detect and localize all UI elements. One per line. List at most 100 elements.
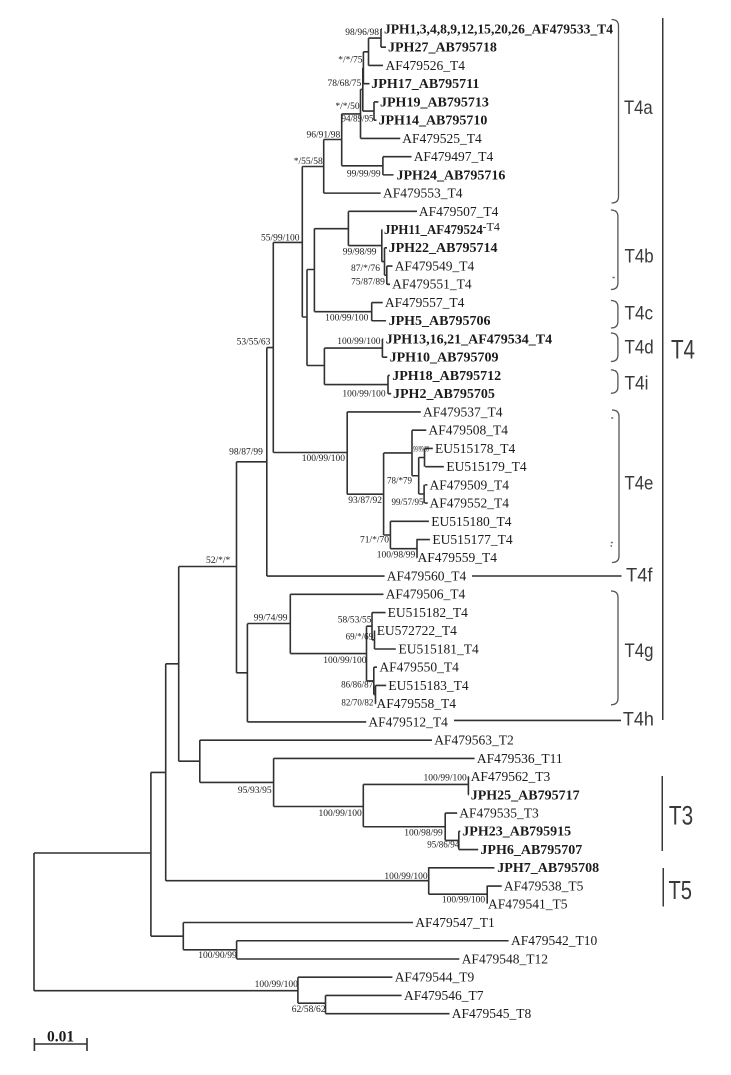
svg-text:100/99/100: 100/99/100 <box>442 895 486 905</box>
svg-text:AF479507_T4: AF479507_T4 <box>419 204 499 219</box>
svg-text:AF479546_T7: AF479546_T7 <box>404 988 484 1003</box>
svg-text:T4h: T4h <box>623 708 654 730</box>
svg-text:EU515181_T4: EU515181_T4 <box>399 641 479 656</box>
svg-text:JPH5_AB795706: JPH5_AB795706 <box>389 314 491 329</box>
svg-text:AF479525_T4: AF479525_T4 <box>402 131 482 146</box>
svg-text:AF479506_T4: AF479506_T4 <box>386 587 466 602</box>
svg-text:T4e: T4e <box>625 473 654 495</box>
svg-text:AF479541_T5: AF479541_T5 <box>488 897 568 912</box>
svg-text:96/91/98: 96/91/98 <box>307 131 341 141</box>
svg-text:AF479544_T9: AF479544_T9 <box>395 970 475 985</box>
svg-text:100/99/100: 100/99/100 <box>325 314 369 324</box>
svg-text:T3: T3 <box>669 800 693 830</box>
svg-text:T4g: T4g <box>625 640 654 662</box>
svg-text:100/99/100: 100/99/100 <box>424 774 468 784</box>
svg-text:100/90/99: 100/90/99 <box>198 951 237 961</box>
svg-text:AF479542_T10: AF479542_T10 <box>511 933 598 948</box>
svg-text:100/98/99: 100/98/99 <box>404 829 443 839</box>
svg-text:JPH17_AB795711: JPH17_AB795711 <box>371 77 479 92</box>
svg-text:AF479552_T4: AF479552_T4 <box>430 496 510 511</box>
svg-text:T4: T4 <box>671 334 695 364</box>
svg-text:100/99/100: 100/99/100 <box>342 390 386 400</box>
svg-text:78/*79: 78/*79 <box>387 476 413 486</box>
svg-text:JPH27_AB795718: JPH27_AB795718 <box>388 41 497 56</box>
svg-text:87/*/76: 87/*/76 <box>351 264 380 274</box>
svg-text:AF479562_T3: AF479562_T3 <box>471 769 551 784</box>
svg-text:JPH14_AB795710: JPH14_AB795710 <box>379 114 488 129</box>
svg-text:AF479550_T4: AF479550_T4 <box>379 660 459 675</box>
svg-text:69/*/69: 69/*/69 <box>346 632 374 642</box>
svg-text:AF479559_T4: AF479559_T4 <box>418 550 498 565</box>
svg-text:58/53/55: 58/53/55 <box>338 616 372 626</box>
svg-text:AF479553_T4: AF479553_T4 <box>383 186 463 201</box>
svg-text:AF479512_T4: AF479512_T4 <box>368 714 448 729</box>
svg-text:99/99/99: 99/99/99 <box>347 170 381 180</box>
svg-text:53/55/63: 53/55/63 <box>237 337 271 347</box>
svg-text:*/*/50: */*/50 <box>335 102 360 112</box>
svg-text:AF479535_T3: AF479535_T3 <box>459 806 539 821</box>
svg-text:75/87/89: 75/87/89 <box>351 278 385 288</box>
svg-text:95/93/95: 95/93/95 <box>238 786 272 796</box>
svg-text:EU515178_T4: EU515178_T4 <box>435 441 515 456</box>
svg-text:99/74/99: 99/74/99 <box>254 614 288 624</box>
svg-text:JPH25_AB795717: JPH25_AB795717 <box>471 788 580 803</box>
svg-text:AF479508_T4: AF479508_T4 <box>429 423 509 438</box>
svg-text:100/99/100: 100/99/100 <box>384 872 428 882</box>
svg-text:JPH2_AB795705: JPH2_AB795705 <box>393 387 495 402</box>
svg-text:100/99/100: 100/99/100 <box>302 454 346 464</box>
svg-text:100/99/100: 100/99/100 <box>323 656 367 666</box>
svg-text:JPH1,3,4,8,9,12,15,20,26_AF479: JPH1,3,4,8,9,12,15,20,26_AF479533_T4 <box>384 22 613 37</box>
svg-text:93/87/92: 93/87/92 <box>348 496 382 506</box>
svg-text:T4i: T4i <box>625 373 649 395</box>
svg-text:AF479548_T12: AF479548_T12 <box>462 951 548 966</box>
svg-text:62/58/62: 62/58/62 <box>292 1005 326 1015</box>
svg-text:EU515182_T4: EU515182_T4 <box>388 605 468 620</box>
svg-text:AF479557_T4: AF479557_T4 <box>385 295 465 310</box>
svg-text:52/*/*: 52/*/* <box>206 556 231 566</box>
svg-text:AF479549_T4: AF479549_T4 <box>395 258 475 273</box>
svg-text:55/99/100: 55/99/100 <box>261 234 300 244</box>
svg-text:AF479497_T4: AF479497_T4 <box>414 149 494 164</box>
svg-text:EU515183_T4: EU515183_T4 <box>388 678 468 693</box>
svg-text:AF479545_T8: AF479545_T8 <box>452 1006 532 1021</box>
svg-text:100/99/100: 100/99/100 <box>255 980 299 990</box>
svg-text:AF479536_T11: AF479536_T11 <box>477 751 563 766</box>
svg-text:0.01: 0.01 <box>47 1029 74 1046</box>
svg-text:100/98/99: 100/98/99 <box>377 550 416 560</box>
svg-text:EU572722_T4: EU572722_T4 <box>377 623 457 638</box>
svg-text:EU515177_T4: EU515177_T4 <box>432 532 512 547</box>
svg-text:99/99/99: 99/99/99 <box>413 444 429 453</box>
svg-text:T4b: T4b <box>625 246 654 268</box>
svg-text:EU515180_T4: EU515180_T4 <box>431 514 511 529</box>
svg-text:82/70/82: 82/70/82 <box>341 698 373 708</box>
svg-text:98/87/99: 98/87/99 <box>229 448 263 458</box>
svg-text:JPH24_AB795716: JPH24_AB795716 <box>397 168 506 183</box>
svg-text:99/57/95: 99/57/95 <box>391 497 424 507</box>
svg-text:AF479526_T4: AF479526_T4 <box>386 58 466 73</box>
svg-text:AF479563_T2: AF479563_T2 <box>434 733 514 748</box>
svg-text:AF479537_T4: AF479537_T4 <box>423 404 503 419</box>
svg-text:98/96/98: 98/96/98 <box>345 28 379 38</box>
svg-text:100/99/100: 100/99/100 <box>319 809 363 819</box>
svg-text:JPH10_AB795709: JPH10_AB795709 <box>390 351 499 366</box>
svg-text:JPH18_AB795712: JPH18_AB795712 <box>392 369 501 384</box>
svg-text:T4a: T4a <box>624 97 653 119</box>
svg-text:AF479538_T5: AF479538_T5 <box>504 878 584 893</box>
svg-text:*/55/58: */55/58 <box>294 157 323 167</box>
svg-text:-T4: -T4 <box>483 220 500 234</box>
svg-text:*/*/75: */*/75 <box>338 56 363 66</box>
svg-text:86/86/87: 86/86/87 <box>341 680 374 690</box>
svg-text:JPH11_AF479524: JPH11_AF479524 <box>384 223 483 238</box>
svg-text:T4d: T4d <box>625 337 654 359</box>
svg-text:AF479558_T4: AF479558_T4 <box>377 696 457 711</box>
svg-text:EU515179_T4: EU515179_T4 <box>446 459 526 474</box>
svg-text:T4f: T4f <box>626 565 653 587</box>
svg-text:AF479551_T4: AF479551_T4 <box>392 277 472 292</box>
svg-text:95/86/94: 95/86/94 <box>427 839 460 849</box>
svg-text:71/*/70: 71/*/70 <box>360 535 389 545</box>
svg-text:T4c: T4c <box>625 303 654 325</box>
svg-text:100/99/100: 100/99/100 <box>337 337 381 347</box>
svg-text:JPH22_AB795714: JPH22_AB795714 <box>389 241 498 256</box>
svg-text:AF479509_T4: AF479509_T4 <box>430 477 510 492</box>
svg-text:99/98/99: 99/98/99 <box>343 248 377 258</box>
